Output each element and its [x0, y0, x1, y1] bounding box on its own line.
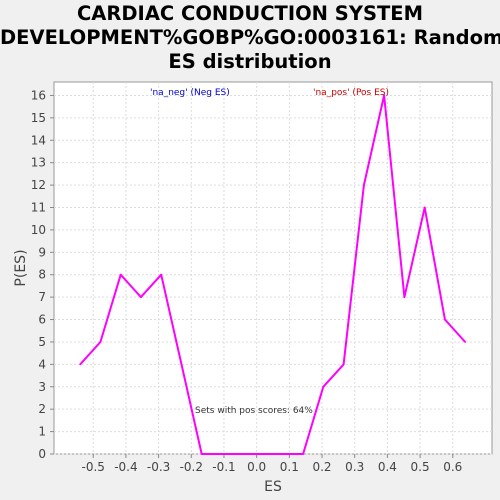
- pos-scores-annotation: Sets with pos scores: 64%: [195, 406, 313, 416]
- es-data-point: [464, 341, 466, 343]
- x-axis-ticks: -0.5 -0.4 -0.3 -0.2 -0.1 0.0 0.1 0.2 0.3 0.4 0.5 0.…: [82, 454, 462, 474]
- es-data-point: [302, 453, 304, 455]
- y-tick-label: 9: [38, 245, 46, 259]
- es-data-point: [282, 453, 284, 455]
- es-data-point: [140, 296, 142, 298]
- x-axis-title: ES: [264, 479, 282, 495]
- y-tick-label: 13: [31, 156, 46, 170]
- legend-pos-es: 'na_pos' (Pos ES): [313, 88, 389, 98]
- es-data-point: [363, 184, 365, 186]
- es-data-point: [180, 363, 183, 366]
- series-group: [79, 94, 466, 455]
- x-tick-label: -0.4: [114, 460, 137, 474]
- es-data-point: [79, 363, 81, 366]
- es-data-point: [444, 318, 446, 321]
- x-tick-label: -0.5: [82, 460, 105, 474]
- y-axis-title: P(ES): [13, 249, 29, 286]
- x-tick-label: -0.3: [147, 460, 170, 474]
- x-tick-label: -0.1: [212, 460, 235, 474]
- y-tick-label: 3: [38, 380, 46, 394]
- es-data-point: [119, 273, 122, 276]
- es-data-point: [221, 453, 223, 455]
- x-tick-label: 0.0: [247, 460, 266, 474]
- x-tick-label: 0.5: [411, 460, 430, 474]
- es-distribution-line: [79, 94, 466, 455]
- x-tick-label: 0.1: [280, 460, 299, 474]
- es-data-point: [241, 453, 244, 455]
- y-tick-label: 1: [38, 425, 46, 439]
- es-data-point: [403, 296, 406, 298]
- y-tick-label: 10: [31, 223, 46, 237]
- chart-title-line-1: CARDIAC CONDUCTION SYSTEM: [76, 2, 424, 25]
- es-data-point: [383, 94, 385, 97]
- y-tick-label: 6: [38, 313, 46, 327]
- chart-title-line-2: DEVELOPMENT%GOBP%GO:0003161: Random: [0, 26, 500, 49]
- y-tick-label: 16: [31, 88, 46, 102]
- y-tick-label: 0: [38, 447, 46, 461]
- es-data-point: [200, 453, 203, 455]
- y-tick-label: 8: [38, 268, 46, 282]
- es-data-point: [342, 363, 345, 366]
- x-tick-label: 0.2: [312, 460, 331, 474]
- y-tick-label: 7: [38, 290, 46, 304]
- es-data-point: [261, 453, 264, 455]
- y-tick-label: 12: [31, 178, 46, 192]
- es-data-point: [423, 206, 426, 209]
- plot-area: [53, 81, 493, 455]
- y-tick-label: 4: [38, 357, 46, 371]
- legend-neg-es: 'na_neg' (Neg ES): [150, 88, 230, 98]
- es-data-point: [160, 273, 163, 276]
- chart-title: CARDIAC CONDUCTION SYSTEM DEVELOPMENT%GO…: [0, 2, 500, 74]
- x-tick-label: -0.2: [180, 460, 203, 474]
- es-data-point: [99, 341, 102, 343]
- y-tick-label: 5: [38, 335, 46, 349]
- chart-title-line-3: ES distribution: [168, 50, 332, 73]
- y-tick-label: 14: [31, 133, 46, 147]
- x-tick-label: 0.6: [443, 460, 462, 474]
- y-tick-label: 11: [31, 200, 46, 214]
- y-tick-label: 15: [31, 111, 46, 125]
- y-tick-label: 2: [38, 402, 46, 416]
- x-tick-label: 0.3: [345, 460, 364, 474]
- es-data-point: [322, 385, 325, 388]
- x-tick-label: 0.4: [378, 460, 397, 474]
